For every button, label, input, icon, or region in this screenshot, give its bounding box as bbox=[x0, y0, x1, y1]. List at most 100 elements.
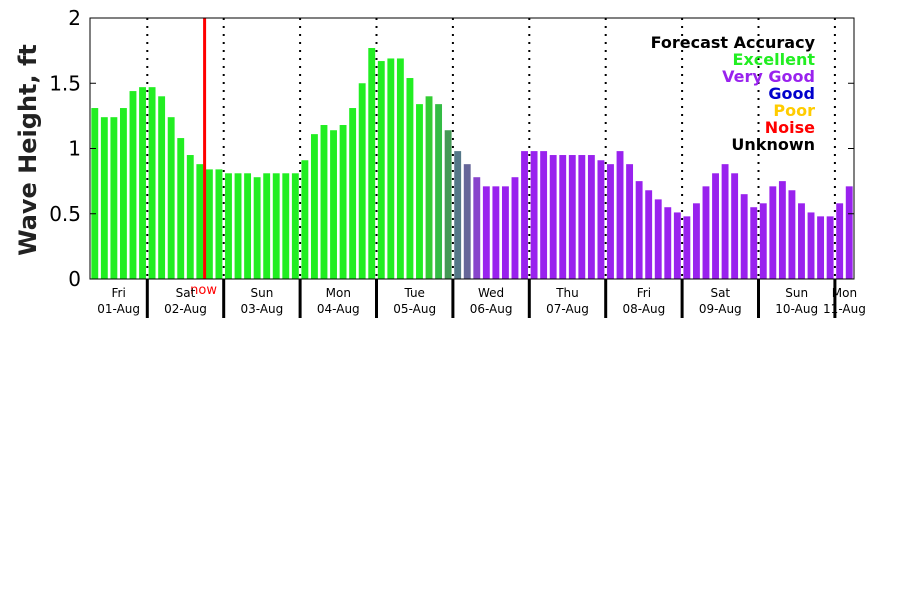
day-weekday-label-8: Sat bbox=[710, 286, 730, 300]
bar-57 bbox=[635, 181, 643, 280]
bar-32 bbox=[396, 58, 404, 280]
y-tick-label-2: 1 bbox=[68, 137, 81, 161]
legend-entry-noise: Noise bbox=[765, 118, 815, 137]
now-marker: now bbox=[190, 18, 217, 298]
day-weekday-label-6: Thu bbox=[555, 286, 579, 300]
legend-entry-poor: Poor bbox=[773, 101, 815, 120]
bar-17 bbox=[253, 177, 261, 279]
bar-43 bbox=[501, 186, 509, 279]
bar-53 bbox=[597, 160, 605, 279]
bar-34 bbox=[416, 104, 423, 279]
day-date-label-1: 02-Aug bbox=[164, 302, 207, 316]
bar-73 bbox=[788, 190, 796, 279]
day-weekday-label-5: Wed bbox=[478, 286, 504, 300]
bar-60 bbox=[664, 207, 672, 279]
bar-63 bbox=[692, 203, 700, 279]
y-tick-label-3: 1.5 bbox=[49, 71, 81, 95]
y-tick-label-0: 0 bbox=[68, 267, 81, 291]
day-weekday-label-4: Tue bbox=[403, 286, 425, 300]
bar-5 bbox=[139, 87, 146, 279]
bar-23 bbox=[310, 134, 318, 279]
y-tick-label-1: 0.5 bbox=[49, 202, 81, 226]
x-axis: Fri 01-Aug Sat 02-Aug Sun 03-Aug Mon 04-Aug Tue 0… bbox=[97, 279, 866, 318]
bar-46 bbox=[530, 151, 538, 279]
bar-4 bbox=[129, 91, 137, 279]
bar-39 bbox=[463, 164, 471, 279]
now-label: now bbox=[190, 283, 217, 298]
bar-65 bbox=[712, 173, 719, 279]
day-date-label-0: 01-Aug bbox=[97, 302, 140, 316]
bar-33 bbox=[406, 78, 414, 279]
bar-47 bbox=[540, 151, 548, 279]
bar-45 bbox=[521, 151, 528, 279]
legend-entry-good: Good bbox=[768, 84, 815, 103]
y-tick-label-4: 2 bbox=[68, 6, 81, 30]
bar-48 bbox=[549, 155, 557, 279]
bar-67 bbox=[731, 173, 739, 279]
bar-26 bbox=[339, 125, 347, 279]
bar-38 bbox=[454, 151, 462, 279]
bar-42 bbox=[492, 186, 500, 279]
bar-55 bbox=[616, 151, 624, 279]
bar-0 bbox=[91, 108, 99, 279]
bar-71 bbox=[769, 186, 777, 279]
day-date-label-6: 07-Aug bbox=[546, 302, 589, 316]
bar-10 bbox=[186, 155, 194, 279]
day-date-label-2: 03-Aug bbox=[241, 302, 284, 316]
bar-75 bbox=[807, 212, 815, 279]
bar-79 bbox=[845, 186, 853, 279]
day-date-label-5: 06-Aug bbox=[470, 302, 513, 316]
bar-22 bbox=[301, 160, 309, 279]
day-weekday-label-10: Mon bbox=[832, 286, 857, 300]
bar-56 bbox=[626, 164, 634, 279]
bar-15 bbox=[234, 173, 242, 279]
bar-76 bbox=[817, 216, 825, 279]
day-weekday-label-1: Sat bbox=[176, 286, 196, 300]
bar-16 bbox=[244, 173, 252, 279]
bar-21 bbox=[291, 173, 299, 279]
bar-27 bbox=[349, 108, 357, 279]
bar-59 bbox=[654, 199, 662, 279]
bar-9 bbox=[177, 138, 185, 279]
bar-19 bbox=[272, 173, 280, 279]
day-dividers bbox=[146, 18, 836, 279]
bar-24 bbox=[320, 125, 328, 279]
bar-44 bbox=[511, 177, 519, 279]
bar-54 bbox=[607, 164, 614, 279]
bar-62 bbox=[683, 216, 691, 279]
bar-3 bbox=[119, 108, 127, 279]
day-weekday-label-9: Sun bbox=[785, 286, 808, 300]
bar-28 bbox=[358, 83, 366, 279]
day-date-label-4: 05-Aug bbox=[393, 302, 436, 316]
bar-18 bbox=[263, 173, 271, 279]
bar-77 bbox=[826, 216, 834, 279]
bar-11 bbox=[196, 164, 204, 279]
bar-7 bbox=[158, 96, 166, 279]
bar-20 bbox=[282, 173, 290, 279]
bar-31 bbox=[387, 58, 395, 280]
bar-74 bbox=[798, 203, 805, 279]
bar-61 bbox=[673, 212, 681, 279]
bar-41 bbox=[482, 186, 490, 279]
bar-30 bbox=[377, 61, 385, 280]
bar-50 bbox=[568, 155, 576, 279]
day-date-label-8: 09-Aug bbox=[699, 302, 742, 316]
bar-52 bbox=[587, 155, 595, 279]
bar-12 bbox=[205, 169, 213, 279]
day-date-label-7: 08-Aug bbox=[623, 302, 666, 316]
bar-25 bbox=[330, 130, 337, 279]
bar-69 bbox=[750, 207, 758, 279]
day-weekday-label-2: Sun bbox=[250, 286, 273, 300]
bar-78 bbox=[836, 203, 844, 279]
bar-72 bbox=[778, 181, 786, 280]
y-axis: 0 0.5 1 1.5 2 bbox=[49, 6, 854, 291]
bar-29 bbox=[368, 48, 376, 280]
bar-51 bbox=[578, 155, 586, 279]
bar-49 bbox=[559, 155, 567, 279]
bar-35 bbox=[425, 96, 433, 279]
legend-title: Forecast Accuracy bbox=[651, 33, 816, 52]
y-axis-label: Wave Height, ft bbox=[14, 44, 42, 256]
bar-37 bbox=[444, 130, 452, 279]
